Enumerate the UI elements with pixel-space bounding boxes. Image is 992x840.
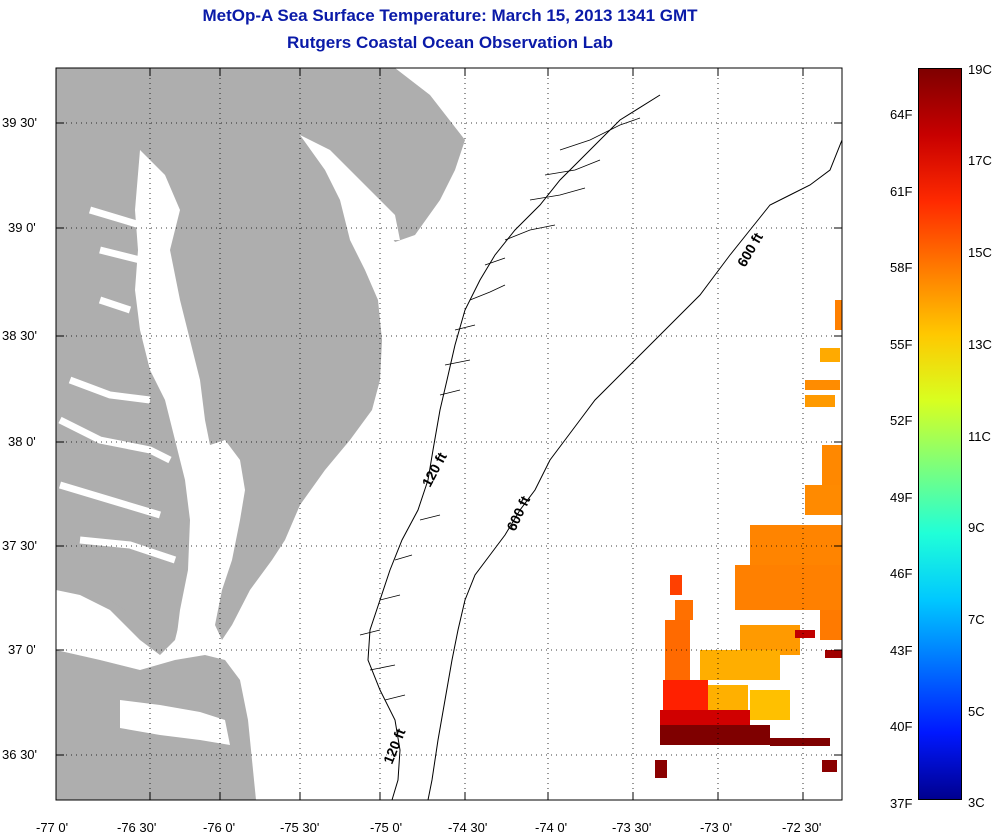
sst-pixel bbox=[820, 348, 840, 362]
chesapeake-branches bbox=[58, 206, 177, 564]
contour-120ft bbox=[367, 94, 661, 800]
lat-label: 38 0' bbox=[8, 434, 36, 449]
sst-pixel bbox=[820, 610, 842, 640]
lon-label: -76 0' bbox=[203, 820, 236, 835]
lon-label: -73 0' bbox=[700, 820, 733, 835]
albemarle-water bbox=[120, 700, 230, 745]
lon-label: -73 30' bbox=[612, 820, 652, 835]
lon-label: -74 0' bbox=[535, 820, 568, 835]
temperature-colorbar bbox=[918, 68, 962, 800]
lon-label: -74 30' bbox=[448, 820, 488, 835]
shelf-contour-fragments bbox=[359, 117, 641, 701]
colorbar-f-label: 37F bbox=[890, 796, 913, 811]
sst-pixel bbox=[735, 565, 842, 610]
lon-label: -77 0' bbox=[36, 820, 69, 835]
colorbar-c-label: 5C bbox=[968, 704, 985, 719]
sst-pixel bbox=[655, 760, 667, 778]
sst-pixel bbox=[805, 395, 835, 407]
lon-label: -75 30' bbox=[280, 820, 320, 835]
lat-label: 37 30' bbox=[2, 538, 38, 553]
chesapeake-bay bbox=[135, 150, 220, 650]
sst-pixel bbox=[750, 525, 842, 565]
lon-label: -72 30' bbox=[782, 820, 822, 835]
colorbar-f-label: 64F bbox=[890, 107, 913, 122]
colorbar-f-label: 61F bbox=[890, 184, 913, 199]
sst-pixel bbox=[665, 620, 690, 680]
colorbar-c-label: 19C bbox=[968, 62, 992, 77]
colorbar-c-label: 7C bbox=[968, 612, 985, 627]
colorbar-c-label: 9C bbox=[968, 520, 985, 535]
contour-600ft bbox=[427, 139, 842, 800]
sst-pixel bbox=[835, 300, 842, 330]
colorbar-c-label: 3C bbox=[968, 795, 985, 810]
sst-pixel bbox=[670, 575, 682, 595]
colorbar-f-label: 43F bbox=[890, 643, 913, 658]
colorbar-f-label: 58F bbox=[890, 260, 913, 275]
colorbar-f-label: 46F bbox=[890, 566, 913, 581]
colorbar-c-label: 17C bbox=[968, 153, 992, 168]
colorbar-f-label: 49F bbox=[890, 490, 913, 505]
lat-label: 36 30' bbox=[2, 747, 38, 762]
sst-pixel bbox=[805, 485, 842, 515]
colorbar-c-label: 11C bbox=[968, 429, 991, 444]
sst-pixel bbox=[700, 650, 780, 680]
sst-pixel bbox=[675, 600, 693, 620]
colorbar-c-label: 13C bbox=[968, 337, 992, 352]
sst-pixel bbox=[795, 630, 815, 638]
sst-patches bbox=[655, 300, 842, 778]
sst-pixel bbox=[660, 710, 750, 728]
sst-pixel bbox=[822, 760, 837, 772]
colorbar-f-label: 40F bbox=[890, 719, 913, 734]
lat-label: 39 0' bbox=[8, 220, 36, 235]
sst-pixel bbox=[822, 445, 842, 485]
lat-label: 37 0' bbox=[8, 642, 36, 657]
lat-label: 38 30' bbox=[2, 328, 38, 343]
sst-pixel bbox=[708, 685, 748, 710]
sst-pixel bbox=[770, 738, 830, 746]
colorbar-c-label: 15C bbox=[968, 245, 992, 260]
sst-pixel bbox=[663, 680, 708, 710]
colorbar-f-label: 52F bbox=[890, 413, 913, 428]
map-title: MetOp-A Sea Surface Temperature: March 1… bbox=[202, 6, 698, 25]
grid-lines bbox=[56, 68, 842, 800]
lat-label: 39 30' bbox=[2, 115, 38, 130]
sst-pixel bbox=[750, 690, 790, 720]
sst-pixel bbox=[825, 650, 842, 658]
colorbar-f-label: 55F bbox=[890, 337, 913, 352]
sst-pixel bbox=[805, 380, 840, 390]
sst-pixel bbox=[660, 725, 770, 745]
lon-label: -75 0' bbox=[370, 820, 403, 835]
map-frame bbox=[55, 67, 843, 801]
tick-marks bbox=[55, 68, 842, 800]
delaware-bay bbox=[300, 135, 400, 240]
map-subtitle: Rutgers Coastal Ocean Observation Lab bbox=[287, 33, 613, 52]
lon-label: -76 30' bbox=[117, 820, 157, 835]
